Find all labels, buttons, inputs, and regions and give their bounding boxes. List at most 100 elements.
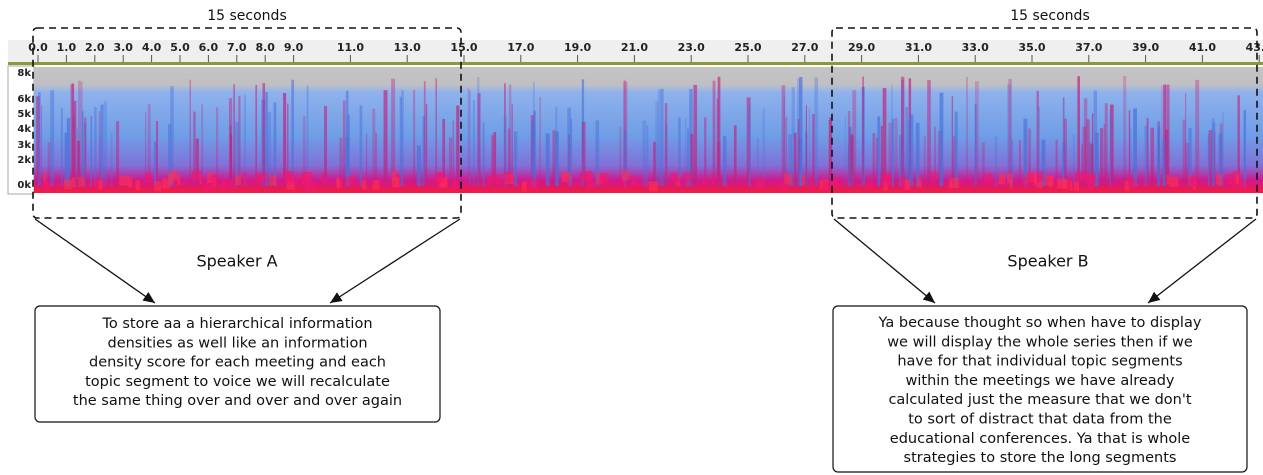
spectrogram-streak: [531, 120, 535, 186]
spectrogram-streak: [99, 134, 101, 186]
spectrogram-energy: [621, 177, 626, 188]
spectrogram-streak: [508, 84, 512, 186]
spectrogram-streak: [189, 79, 191, 186]
spectrogram-streak: [1007, 83, 1011, 186]
spectrogram-energy: [203, 180, 214, 191]
spectrogram-streak: [306, 85, 309, 186]
spectrogram-streak: [507, 128, 511, 186]
spectrogram-streak: [1008, 78, 1012, 186]
spectrogram-streak: [788, 134, 793, 186]
transcript-line: we will display the whole series then if…: [887, 334, 1193, 350]
spectrogram-streak: [1081, 144, 1083, 186]
spectrogram-streak: [1011, 140, 1014, 186]
spectrogram-energy: [42, 181, 52, 192]
spectrogram-streak: [147, 104, 151, 186]
spectrogram-energy: [521, 181, 527, 192]
spectrogram-streak: [733, 125, 737, 186]
spectrogram-streak: [456, 105, 460, 186]
spectrogram-energy: [831, 176, 839, 187]
spectrogram-streak: [359, 105, 363, 186]
spectrogram-streak: [847, 110, 851, 186]
spectrogram-streak: [1023, 118, 1028, 186]
spectrogram-streak: [1218, 133, 1223, 186]
spectrogram-streak: [476, 77, 480, 186]
spectrogram-streak: [50, 90, 55, 186]
ruler-label: 8.0: [255, 41, 275, 54]
spectrogram-streak: [756, 137, 759, 186]
transcript-line: within the meetings we have already: [906, 373, 1175, 389]
spectrogram-streak: [909, 114, 914, 186]
ruler-label: 15.0: [450, 41, 477, 54]
spectrogram-energy: [585, 170, 593, 181]
spectrogram-energy: [596, 173, 603, 184]
spectrogram-energy: [900, 176, 906, 187]
ruler-label: 5.0: [170, 41, 190, 54]
arrow: [833, 218, 936, 304]
spectrogram-streak: [915, 122, 920, 186]
spectrogram-energy: [191, 170, 202, 181]
spectrogram-streak: [100, 104, 104, 186]
spectrogram-energy: [904, 179, 911, 190]
arrow: [329, 218, 461, 304]
spectrogram-streak: [1133, 108, 1137, 186]
frequency-label: 0k: [17, 180, 31, 191]
spectrogram-energy: [948, 178, 953, 189]
spectrogram-streak: [72, 82, 74, 186]
spectrogram-energy: [391, 170, 397, 181]
ruler-label: 39.0: [1132, 41, 1159, 54]
spectrogram-streak: [1165, 136, 1167, 186]
spectrogram-streak: [657, 89, 661, 186]
spectrogram-streak: [513, 131, 518, 186]
spectrogram-streak: [1214, 131, 1216, 186]
spectrogram-energy: [883, 180, 888, 191]
spectrogram-streak: [154, 141, 157, 186]
spectrogram-streak: [660, 88, 664, 186]
spectrogram-energy: [154, 181, 162, 192]
spectrogram-streak: [233, 84, 235, 186]
spectrogram-energy: [676, 177, 680, 188]
ruler-label: 13.0: [394, 41, 421, 54]
spectrogram-energy: [998, 174, 1006, 185]
spectrogram-streak: [1150, 127, 1155, 186]
spectrogram-streak: [244, 95, 246, 186]
spectrogram-energy: [867, 179, 874, 190]
spectrogram-streak: [423, 81, 426, 186]
spectrogram-energy: [210, 174, 219, 185]
spectrogram-streak: [814, 77, 819, 186]
spectrogram-streak: [646, 125, 649, 186]
ruler-labels: 0.0 1.0 2.0 3.0 4.0 5.0 6.0 7.0 8.0 9.0 11.0 13.0 15…: [28, 41, 1263, 62]
spectrogram-streak: [781, 85, 786, 186]
spectrogram-streak: [78, 80, 82, 186]
spectrogram-streak: [238, 95, 241, 186]
ruler-label: 0.0: [28, 41, 48, 54]
spectrogram-streak: [1163, 84, 1167, 186]
spectrogram-streak: [539, 97, 541, 186]
spectrogram-streak: [655, 101, 659, 186]
spectrogram-streak: [888, 122, 892, 186]
spectrogram-streak: [255, 84, 258, 186]
spectrogram-streak: [342, 100, 346, 186]
spectrogram-energy: [917, 177, 922, 188]
frequency-label: 2k: [17, 155, 31, 166]
spectrogram-streak: [686, 128, 689, 186]
spectrogram-energy: [670, 172, 679, 183]
transcript-box: [832, 305, 1248, 473]
spectrogram-streak: [60, 108, 63, 186]
spectrogram-streak: [1146, 118, 1149, 186]
spectrogram-streak: [619, 126, 622, 186]
spectrogram-streak: [905, 107, 909, 186]
spectrogram-energy: [1235, 174, 1240, 185]
spectrogram-streak: [391, 78, 396, 186]
spectrogram-streak: [664, 124, 668, 186]
spectrogram-streak: [1019, 140, 1021, 186]
spectrogram-streak: [265, 92, 268, 186]
spectrogram-streak: [473, 99, 475, 186]
spectrogram-streak: [939, 92, 944, 186]
spectrogram-energy: [1075, 171, 1086, 182]
spectrogram-energy: [784, 174, 792, 185]
spectrogram-streak: [1077, 76, 1080, 186]
spectrogram-streak: [1100, 127, 1104, 186]
spectrogram-streak: [568, 134, 570, 186]
transcript-line: calculated just the measure that we don'…: [888, 392, 1191, 408]
spectrogram-streak: [664, 103, 668, 186]
